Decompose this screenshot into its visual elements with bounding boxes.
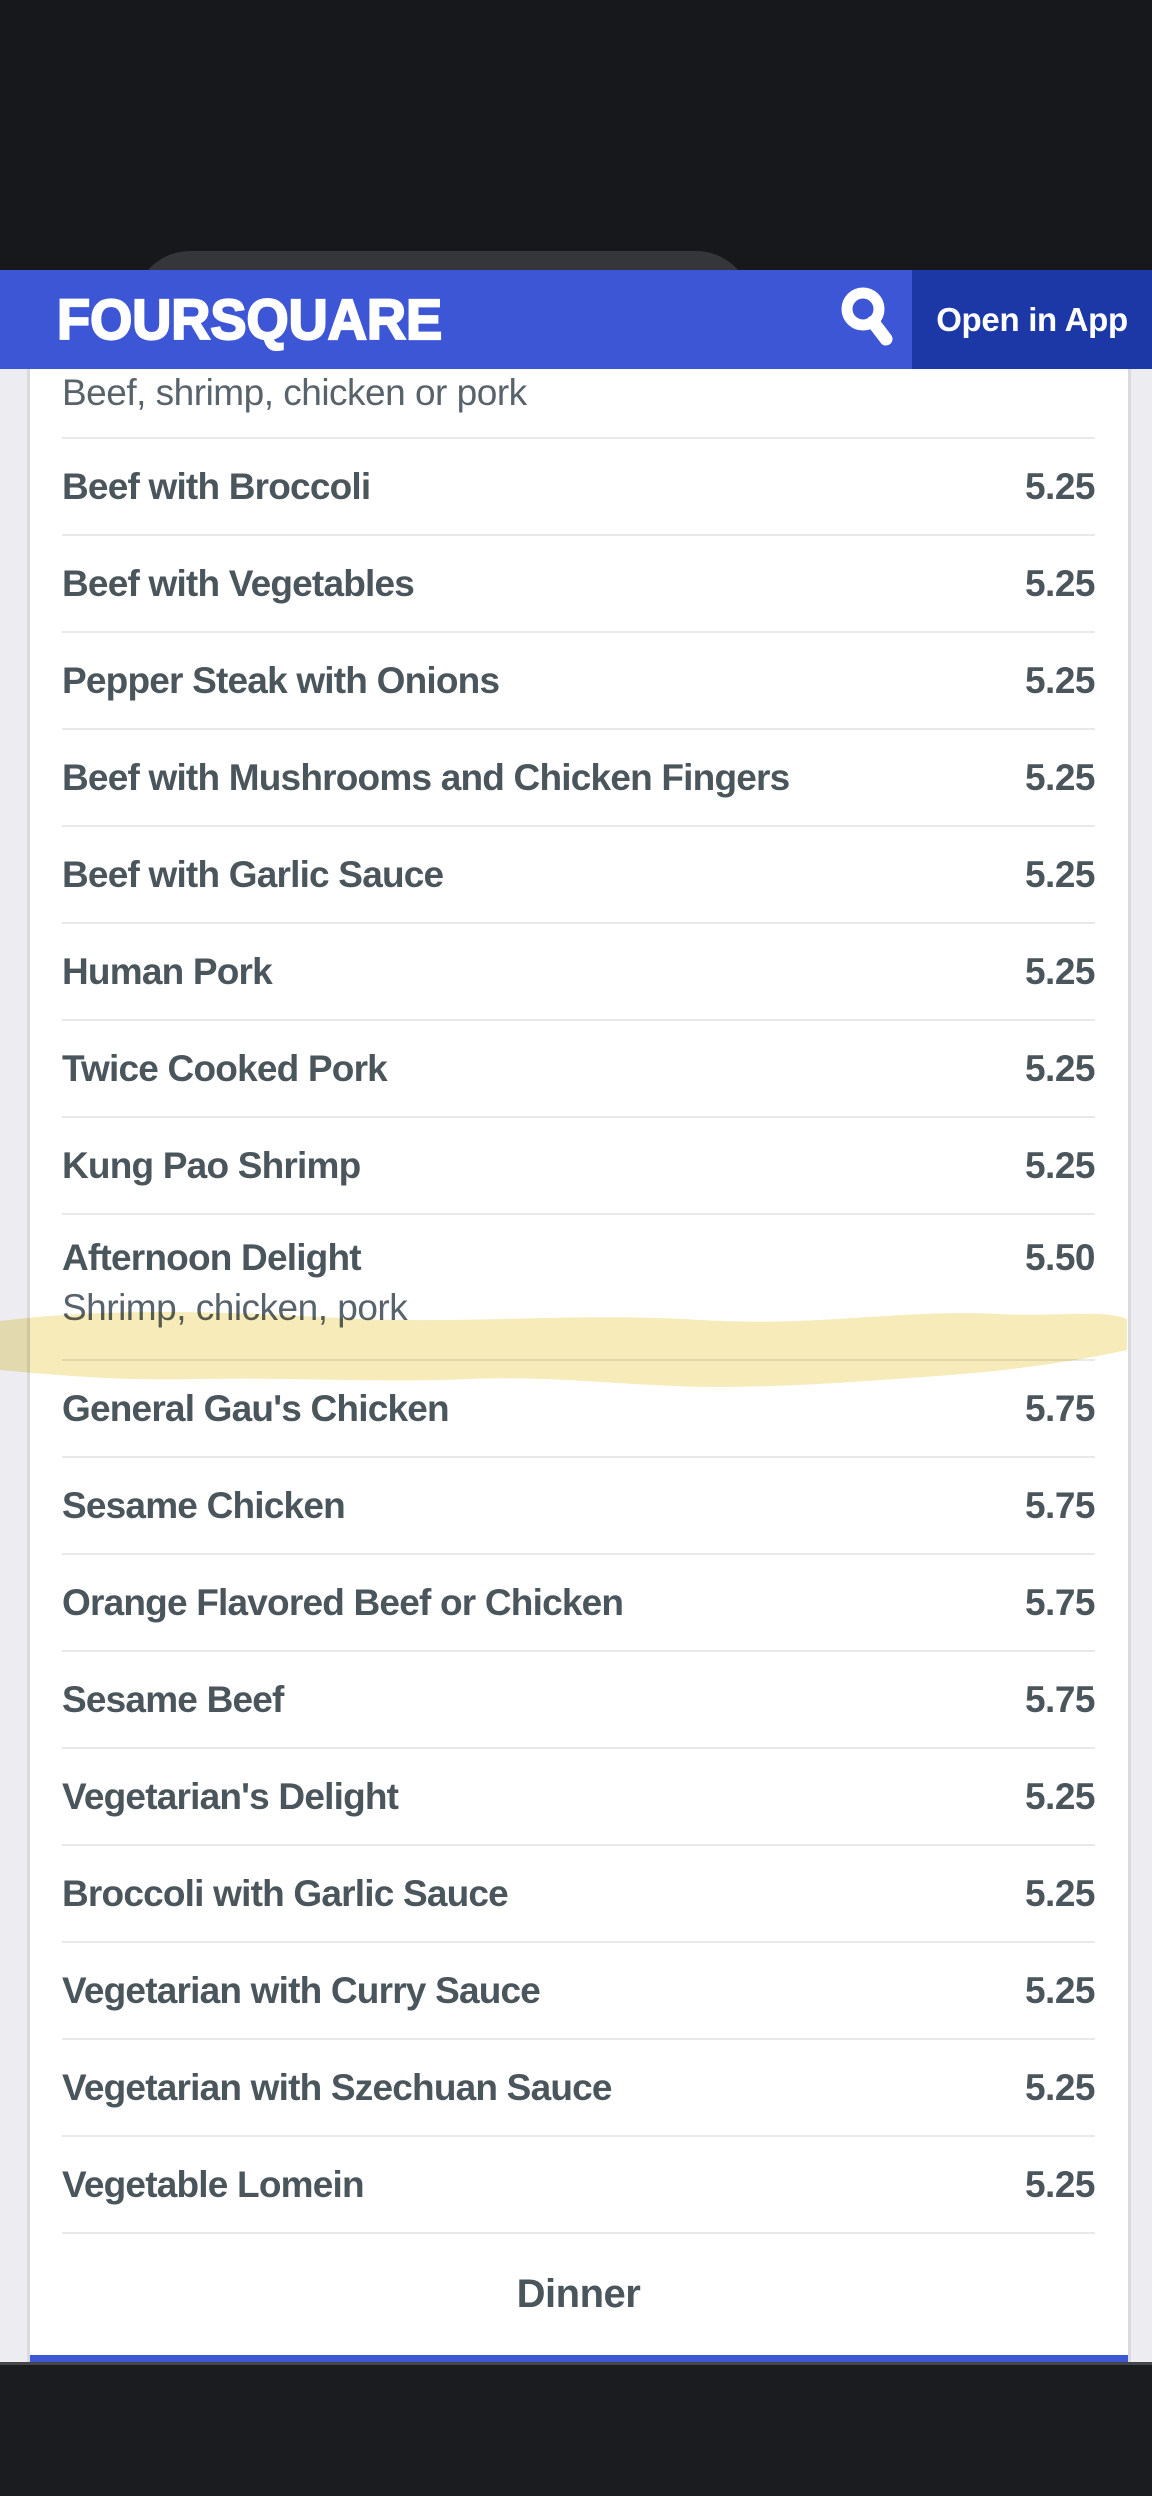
menu-item-price: 5.25 — [1024, 1775, 1096, 1817]
menu-item-main: Beef with Mushrooms and Chicken Fingers … — [62, 756, 1096, 799]
menu-item-main: Kung Pao Shrimp 5.25 — [62, 1144, 1096, 1187]
menu-item-main: General Gau's Chicken 5.75 — [62, 1387, 1096, 1430]
menu-item-name: Sesame Beef — [62, 1678, 284, 1720]
menu-item-row: Sesame Beef 5.75 — [62, 1650, 1096, 1747]
menu-item-name: Orange Flavored Beef or Chicken — [62, 1581, 624, 1623]
menu-item-price: 5.25 — [1024, 950, 1096, 992]
menu-item-price: 5.25 — [1024, 1144, 1096, 1186]
menu-item-main: Afternoon Delight 5.50 — [62, 1237, 1096, 1279]
menu-item-name: Afternoon Delight — [62, 1237, 362, 1278]
open-in-app-label: Open in App — [936, 300, 1128, 338]
menu-item-main: Beef with Vegetables 5.25 — [62, 562, 1096, 605]
menu-item-price: 5.25 — [1024, 465, 1096, 507]
foursquare-logo[interactable]: FOURSQUARE — [56, 286, 443, 352]
menu-item-price: 5.25 — [1024, 756, 1096, 798]
menu-item-row: Orange Flavored Beef or Chicken 5.75 — [62, 1553, 1096, 1650]
menu-item-row: Vegetable Lomein 5.25 — [62, 2135, 1096, 2232]
bottom-system-bar — [0, 2362, 1152, 2496]
menu-item-row: Beef with Broccoli 5.25 — [62, 437, 1096, 534]
menu-item-price: 5.25 — [1024, 1872, 1096, 1914]
menu-item-row: Beef with Garlic Sauce 5.25 — [62, 825, 1096, 922]
menu-item-description-partial: Beef, shrimp, chicken or pork — [62, 372, 527, 413]
menu-item-main: Twice Cooked Pork 5.25 — [62, 1047, 1096, 1090]
menu-item-name: Beef with Broccoli — [62, 465, 371, 507]
menu-section-dinner: Dinner — [62, 2232, 1095, 2355]
menu-item-main: Vegetable Lomein 5.25 — [62, 2163, 1096, 2206]
menu-item-price: 5.25 — [1024, 2066, 1096, 2108]
menu-item-price: 5.75 — [1024, 1678, 1096, 1720]
menu-item-row: Broccoli with Garlic Sauce 5.25 — [62, 1844, 1096, 1941]
menu-item-row: Afternoon Delight 5.50 Shrimp, chicken, … — [62, 1213, 1096, 1359]
menu-item-name: Broccoli with Garlic Sauce — [62, 1872, 509, 1914]
page-content: Beef, shrimp, chicken or pork Beef with … — [0, 369, 1152, 2362]
menu-item-main: Pepper Steak with Onions 5.25 — [62, 659, 1096, 702]
menu-item-price: 5.25 — [1024, 2163, 1096, 2205]
menu-item-name: Beef with Garlic Sauce — [62, 853, 444, 895]
open-in-app-button[interactable]: Open in App — [912, 270, 1152, 369]
menu-item-row: General Gau's Chicken 5.75 — [62, 1359, 1096, 1456]
menu-item-price: 5.25 — [1024, 1969, 1096, 2011]
menu-item-name: General Gau's Chicken — [62, 1387, 450, 1429]
menu-item-main: Vegetarian's Delight 5.25 — [62, 1775, 1096, 1818]
menu-item-row: Twice Cooked Pork 5.25 — [62, 1019, 1096, 1116]
menu-item-row: Sesame Chicken 5.75 — [62, 1456, 1096, 1553]
menu-item-price: 5.25 — [1024, 562, 1096, 604]
menu-item-main: Beef with Broccoli 5.25 — [62, 465, 1096, 508]
menu-item-row: Vegetarian's Delight 5.25 — [62, 1747, 1096, 1844]
search-icon — [841, 287, 893, 346]
menu-item-name: Beef with Mushrooms and Chicken Fingers — [62, 756, 790, 798]
menu-item-name: Vegetarian with Szechuan Sauce — [62, 2066, 613, 2108]
menu-item-price: 5.50 — [1024, 1237, 1096, 1278]
browser-toolbar: foursquare.com/v/china 17 — [0, 0, 1152, 363]
menu-item-price: 5.25 — [1024, 853, 1096, 895]
menu-item-name: Vegetable Lomein — [62, 2163, 365, 2205]
menu-item-name: Beef with Vegetables — [62, 562, 415, 604]
menu-item-price: 5.75 — [1024, 1581, 1096, 1623]
menu-item-name: Pepper Steak with Onions — [62, 659, 500, 701]
menu-item-price: 5.75 — [1024, 1484, 1096, 1526]
menu-item-main: Vegetarian with Szechuan Sauce 5.25 — [62, 2066, 1096, 2109]
menu-item-row: Pepper Steak with Onions 5.25 — [62, 631, 1096, 728]
menu-card: Beef, shrimp, chicken or pork Beef with … — [27, 369, 1131, 2362]
menu-item-price: 5.75 — [1024, 1387, 1096, 1429]
menu-item-name: Twice Cooked Pork — [62, 1047, 388, 1089]
menu-item-main: Vegetarian with Curry Sauce 5.25 — [62, 1969, 1096, 2012]
menu-item-main: Sesame Beef 5.75 — [62, 1678, 1096, 1721]
menu-item-row: Beef with Mushrooms and Chicken Fingers … — [62, 728, 1096, 825]
menu-item-price: 5.25 — [1024, 659, 1096, 701]
search-button[interactable] — [836, 284, 902, 354]
menu-item-name: Human Pork — [62, 950, 273, 992]
menu-list: Beef with Broccoli 5.25 Beef with Vegeta… — [62, 437, 1096, 2232]
menu-item-main: Orange Flavored Beef or Chicken 5.75 — [62, 1581, 1096, 1624]
menu-item-main: Broccoli with Garlic Sauce 5.25 — [62, 1872, 1096, 1915]
menu-item-main: Beef with Garlic Sauce 5.25 — [62, 853, 1096, 896]
menu-item-name: Vegetarian's Delight — [62, 1775, 399, 1817]
menu-item-price: 5.25 — [1024, 1047, 1096, 1089]
menu-item-name: Sesame Chicken — [62, 1484, 346, 1526]
menu-item-name: Kung Pao Shrimp — [62, 1144, 361, 1186]
menu-item-row: Kung Pao Shrimp 5.25 — [62, 1116, 1096, 1213]
footer-blue-strip — [30, 2355, 1128, 2362]
toolbar-row: foursquare.com/v/china 17 — [0, 120, 1152, 363]
menu-item-row: Vegetarian with Curry Sauce 5.25 — [62, 1941, 1096, 2038]
menu-item-row: Beef with Vegetables 5.25 — [62, 534, 1096, 631]
menu-item-main: Sesame Chicken 5.75 — [62, 1484, 1096, 1527]
menu-item-row: Vegetarian with Szechuan Sauce 5.25 — [62, 2038, 1096, 2135]
menu-item-main: Human Pork 5.25 — [62, 950, 1096, 993]
menu-item-description: Shrimp, chicken, pork — [62, 1287, 408, 1328]
menu-item-name: Vegetarian with Curry Sauce — [62, 1969, 541, 2011]
menu-item-row: Human Pork 5.25 — [62, 922, 1096, 1019]
foursquare-header: FOURSQUARE Open in App — [0, 270, 1152, 369]
